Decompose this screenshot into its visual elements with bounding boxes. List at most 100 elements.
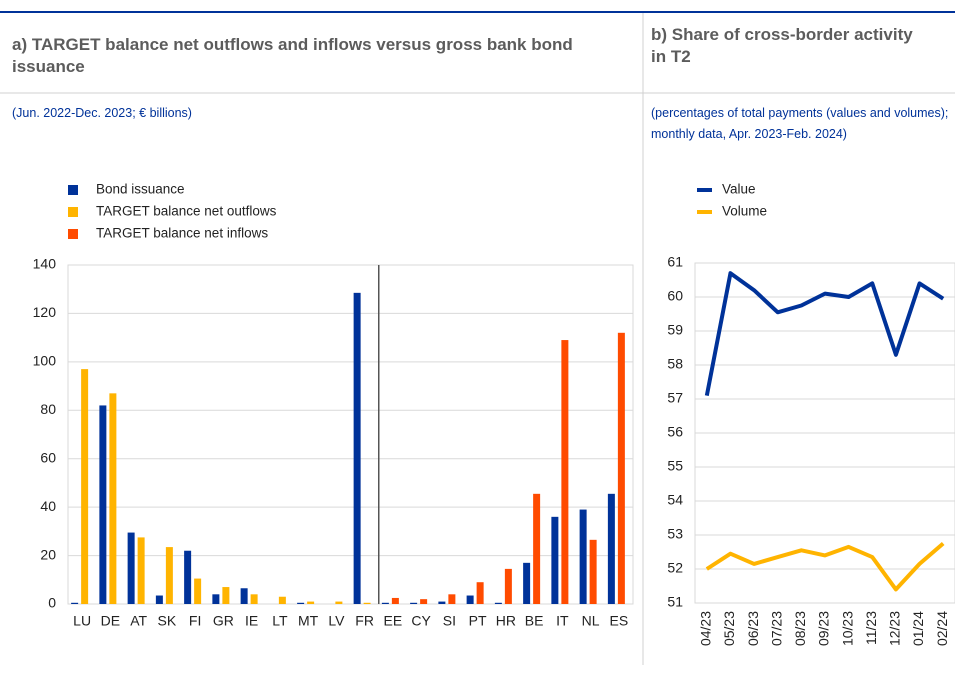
bar [438, 601, 446, 604]
y-tick-label: 57 [667, 390, 683, 406]
x-tick-label: SK [158, 613, 177, 629]
x-tick-label: 07/23 [768, 611, 784, 646]
line-series [705, 541, 945, 592]
legend-label: TARGET balance net inflows [96, 226, 268, 241]
bar [184, 550, 192, 604]
bar [466, 595, 474, 604]
y-tick-label: 61 [667, 254, 683, 270]
bar [391, 597, 399, 604]
bar [335, 601, 343, 604]
bar [297, 602, 305, 604]
y-tick-label: 58 [667, 356, 683, 372]
x-tick-label: 06/23 [745, 611, 761, 646]
x-tick-label: NL [582, 613, 600, 629]
chart-title: a) TARGET balance net outflows and inflo… [12, 35, 573, 76]
bar [561, 340, 569, 604]
y-tick-label: 54 [667, 492, 683, 508]
x-tick-label: EE [384, 613, 403, 629]
bar [194, 578, 202, 604]
legend-swatch [68, 229, 78, 239]
bar [476, 582, 484, 604]
chart-title: b) Share of cross-border activity in T2 [651, 25, 913, 66]
bar [137, 537, 145, 604]
y-tick-label: 0 [48, 595, 56, 611]
y-tick-label: 120 [33, 304, 57, 320]
legend-swatch [68, 207, 78, 217]
bar [109, 393, 117, 604]
y-tick-label: 59 [667, 322, 683, 338]
x-tick-label: PT [469, 613, 487, 629]
y-tick-label: 52 [667, 560, 683, 576]
y-tick-label: 56 [667, 424, 683, 440]
x-tick-label: 11/23 [863, 611, 879, 645]
x-tick-label: LU [73, 613, 91, 629]
bar [589, 539, 597, 604]
x-tick-label: IT [556, 613, 569, 629]
y-tick-label: 60 [40, 449, 56, 465]
legend-label: TARGET balance net outflows [96, 204, 277, 219]
bar [607, 493, 615, 604]
y-tick-label: 140 [33, 256, 57, 272]
legend-label: Volume [722, 204, 767, 219]
x-tick-label: FI [189, 613, 201, 629]
x-tick-label: FR [355, 613, 374, 629]
y-tick-label: 60 [667, 288, 683, 304]
x-tick-label: MT [298, 613, 319, 629]
bar [504, 568, 512, 604]
bar [494, 602, 502, 604]
bar [617, 332, 625, 604]
x-tick-label: HR [496, 613, 516, 629]
x-tick-label: DE [101, 613, 120, 629]
bar [240, 588, 248, 604]
bar [81, 369, 89, 604]
x-tick-label: 04/23 [698, 611, 714, 646]
x-tick-label: SI [443, 613, 456, 629]
x-tick-label: 08/23 [792, 611, 808, 646]
y-tick-label: 53 [667, 526, 683, 542]
x-tick-label: 01/24 [910, 611, 926, 646]
bar [212, 594, 220, 604]
bar [579, 509, 587, 604]
legend-label: Value [722, 182, 756, 197]
x-tick-label: CY [411, 613, 431, 629]
x-tick-label: 05/23 [721, 611, 737, 646]
bar [278, 596, 286, 604]
x-tick-label: AT [130, 613, 147, 629]
x-tick-label: BE [525, 613, 544, 629]
y-tick-label: 20 [40, 546, 56, 562]
x-tick-label: LV [328, 613, 345, 629]
bar [551, 516, 559, 604]
x-tick-label: GR [213, 613, 234, 629]
x-tick-label: 12/23 [887, 611, 903, 646]
bar [381, 602, 389, 604]
bar [420, 599, 428, 604]
bar [71, 602, 79, 604]
bar [99, 405, 107, 604]
bar [222, 587, 230, 604]
y-tick-label: 40 [40, 498, 56, 514]
bar [410, 602, 418, 604]
bar [155, 595, 163, 604]
plot-frame [67, 264, 634, 605]
bar [523, 562, 531, 604]
bar [448, 594, 456, 604]
y-tick-label: 51 [667, 594, 683, 610]
bar [353, 292, 361, 604]
bar [363, 602, 371, 604]
chart-subtitle: (percentages of total payments (values a… [651, 106, 949, 141]
y-tick-label: 55 [667, 458, 683, 474]
line-series [704, 271, 945, 396]
y-tick-label: 100 [33, 353, 57, 369]
x-tick-label: 10/23 [839, 611, 855, 646]
bar [250, 594, 258, 604]
x-tick-label: LT [272, 613, 288, 629]
chart-subtitle: (Jun. 2022-Dec. 2023; € billions) [12, 106, 192, 120]
bar [165, 547, 173, 604]
x-tick-label: IE [245, 613, 258, 629]
x-tick-label: 09/23 [816, 611, 832, 646]
y-tick-label: 80 [40, 401, 56, 417]
legend-label: Bond issuance [96, 182, 185, 197]
plot-frame [694, 262, 955, 604]
